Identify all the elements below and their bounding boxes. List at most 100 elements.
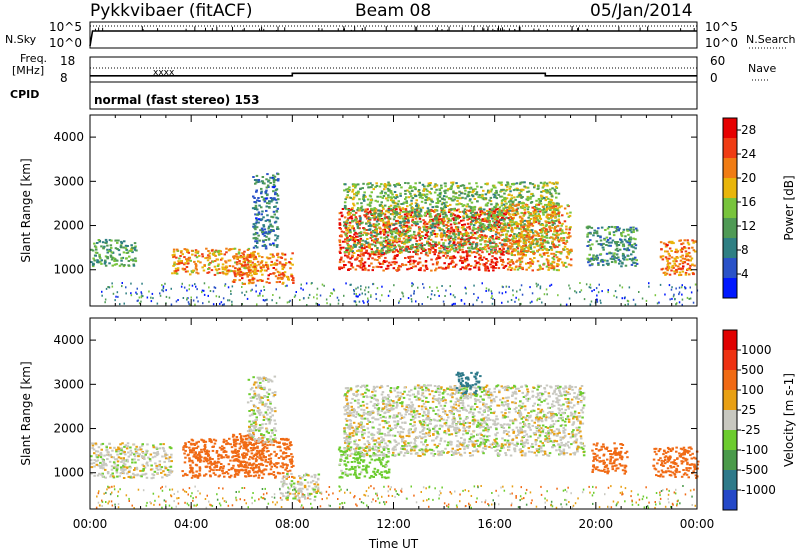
power-cell bbox=[410, 224, 414, 227]
power-cell bbox=[373, 234, 376, 237]
power-cell bbox=[91, 249, 95, 252]
power-cell bbox=[173, 272, 177, 275]
power-cell bbox=[393, 260, 396, 263]
power-cell bbox=[340, 211, 343, 214]
power-cell bbox=[378, 185, 382, 188]
power-cell bbox=[537, 235, 541, 237]
power-cell bbox=[273, 244, 276, 247]
power-cell bbox=[491, 261, 495, 264]
power-cell bbox=[509, 242, 512, 245]
power-clutter-cell bbox=[433, 294, 436, 297]
power-cell bbox=[526, 186, 530, 189]
power-cell bbox=[556, 203, 559, 206]
power-cell bbox=[511, 209, 515, 212]
power-cell bbox=[437, 241, 441, 244]
power-cell bbox=[543, 253, 546, 256]
power-cell bbox=[522, 214, 525, 217]
power-cell bbox=[398, 212, 402, 214]
power-cell bbox=[108, 239, 112, 242]
power-cell bbox=[173, 261, 176, 264]
power-cell bbox=[567, 236, 570, 239]
power-cell bbox=[414, 195, 418, 198]
power-cell bbox=[529, 265, 532, 268]
power-cell bbox=[437, 223, 440, 226]
power-cell bbox=[549, 192, 553, 195]
power-cell bbox=[115, 239, 118, 242]
power-cell bbox=[414, 250, 417, 252]
power-cell bbox=[461, 266, 464, 269]
power-cell bbox=[493, 206, 496, 209]
power-cell bbox=[622, 228, 626, 231]
power-cell bbox=[502, 212, 506, 215]
power-cell bbox=[460, 219, 463, 222]
power-cell bbox=[268, 220, 271, 223]
power-cell bbox=[111, 264, 114, 267]
power-cell bbox=[373, 231, 377, 234]
power-clutter-cell bbox=[137, 299, 139, 302]
power-cell bbox=[218, 271, 222, 274]
power-cell bbox=[396, 219, 399, 222]
power-cell bbox=[438, 227, 442, 230]
power-cell bbox=[551, 221, 555, 224]
power-cell bbox=[462, 215, 465, 218]
power-cell bbox=[671, 264, 674, 267]
power-cell bbox=[261, 182, 265, 185]
power-cell bbox=[287, 278, 290, 281]
power-cell bbox=[534, 234, 538, 237]
power-cell bbox=[479, 196, 482, 199]
power-cell bbox=[426, 235, 430, 238]
power-cell bbox=[368, 222, 372, 225]
power-cell bbox=[549, 246, 552, 248]
power-cell bbox=[497, 181, 501, 184]
power-cell bbox=[448, 240, 452, 243]
power-cell bbox=[468, 227, 472, 230]
power-cell bbox=[520, 246, 523, 249]
power-cell bbox=[513, 209, 516, 212]
power-clutter-cell bbox=[231, 300, 233, 303]
power-cell bbox=[225, 270, 229, 272]
power-cell bbox=[491, 226, 494, 229]
power-cell bbox=[351, 213, 355, 216]
power-clutter-cell bbox=[358, 293, 361, 296]
power-cell bbox=[629, 228, 633, 231]
power-cell bbox=[542, 239, 545, 242]
power-cell bbox=[540, 238, 544, 241]
power-cell bbox=[416, 211, 419, 214]
power-clutter-cell bbox=[452, 302, 455, 305]
power-cell bbox=[102, 247, 105, 250]
power-clutter-cell bbox=[515, 296, 517, 299]
power-cell bbox=[252, 233, 256, 236]
power-cell bbox=[243, 282, 246, 285]
power-cell bbox=[224, 260, 227, 263]
power-clutter-cell bbox=[538, 297, 541, 300]
power-cell bbox=[521, 247, 524, 250]
power-cell bbox=[480, 228, 483, 231]
power-cell bbox=[505, 216, 508, 219]
power-cell bbox=[519, 228, 523, 231]
power-cell bbox=[366, 241, 370, 244]
power-cell bbox=[475, 182, 478, 185]
power-cell bbox=[537, 203, 541, 206]
power-clutter-cell bbox=[412, 283, 414, 286]
power-cell bbox=[526, 228, 529, 231]
power-cell bbox=[547, 262, 550, 265]
power-cell bbox=[538, 229, 542, 231]
power-cell bbox=[375, 182, 378, 185]
power-cell bbox=[403, 242, 406, 245]
power-cell bbox=[353, 233, 356, 236]
power-cell bbox=[241, 277, 244, 280]
power-cell bbox=[373, 217, 377, 220]
power-cell bbox=[562, 232, 565, 235]
power-clutter-cell bbox=[130, 294, 133, 297]
power-cell bbox=[511, 219, 514, 222]
power-cell bbox=[543, 235, 547, 238]
power-cell bbox=[359, 187, 362, 190]
power-cell bbox=[278, 280, 281, 283]
power-cell bbox=[379, 214, 382, 217]
power-cell bbox=[346, 237, 349, 240]
power-cell bbox=[478, 249, 481, 252]
power-cell bbox=[347, 268, 350, 271]
power-cell bbox=[553, 212, 556, 215]
power-cell bbox=[501, 263, 504, 266]
power-cell bbox=[405, 215, 409, 218]
